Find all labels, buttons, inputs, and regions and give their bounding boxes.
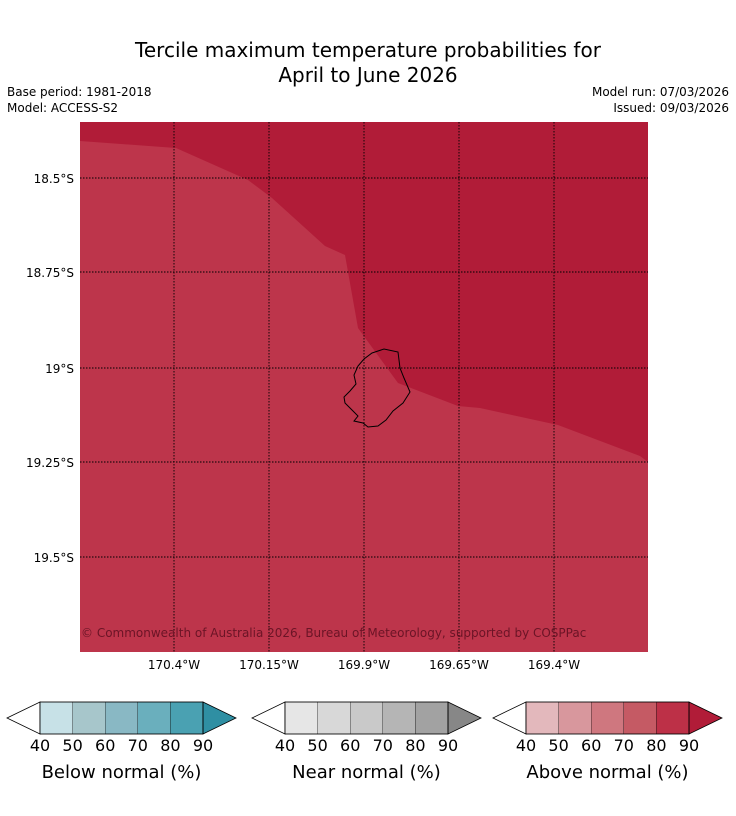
above-normal-color-bin: [591, 701, 624, 735]
near-normal-min-extension: [251, 701, 286, 735]
colorbar-legends: 40 50 60 70 80 90 Below normal (%) 40 50 60 70 80 90…: [6, 701, 723, 783]
copyright-text: © Commonwealth of Australia 2026, Bureau…: [81, 626, 586, 640]
base-period: Base period: 1981-2018: [7, 85, 152, 99]
title-line-1: Tercile maximum temperature probabilitie…: [135, 38, 601, 62]
above-normal-color-bin: [656, 701, 690, 735]
near-normal-tick-label: 90: [438, 736, 458, 755]
lat-label: 19.5°S: [34, 551, 74, 565]
near-normal-tick-label: 60: [340, 736, 360, 755]
below-normal-color-bin: [170, 701, 204, 735]
near-normal-color-bin: [415, 701, 449, 735]
below-normal-colorbar-outline: [39, 701, 204, 735]
longitude-labels: 170.4°W 170.15°W 169.9°W 169.65°W 169.4°…: [148, 658, 580, 672]
model-name: Model: ACCESS-S2: [7, 101, 119, 115]
near-normal-colorbar: 40 50 60 70 80 90 Near normal (%): [251, 701, 482, 783]
near-normal-max-extension: [447, 701, 482, 735]
above-normal-tick-label: 40: [516, 736, 536, 755]
near-normal-colorbar-title: Near normal (%): [292, 762, 441, 783]
below-normal-color-bin: [105, 701, 138, 735]
lon-label: 169.9°W: [338, 658, 390, 672]
below-normal-color-bin: [72, 701, 106, 735]
near-normal-colorbar-outline: [284, 701, 449, 735]
near-normal-tick-label: 40: [275, 736, 295, 755]
meta-left: Base period: 1981-2018 Model: ACCESS-S2: [7, 84, 152, 116]
above-normal-colorbar-outline: [525, 701, 690, 735]
above-normal-tick-label: 50: [548, 736, 568, 755]
below-normal-color-bin: [39, 701, 73, 735]
below-normal-color-bin: [137, 701, 171, 735]
above-normal-color-bin: [623, 701, 657, 735]
above-normal-color-bin: [525, 701, 559, 735]
below-normal-tick-label: 60: [95, 736, 115, 755]
niue-island-coastline: [343, 348, 411, 428]
near-normal-color-bin: [382, 701, 416, 735]
below-normal-tick-label: 90: [193, 736, 213, 755]
model-run: Model run: 07/03/2026: [591, 85, 729, 99]
above-normal-colorbar: 40 50 60 70 80 90 Above normal (%): [492, 701, 723, 783]
above-normal-tick-label: 70: [614, 736, 634, 755]
near-normal-color-bin: [317, 701, 351, 735]
near-normal-color-bin: [284, 701, 318, 735]
lon-label: 170.4°W: [148, 658, 200, 672]
above-normal-tick-label: 80: [646, 736, 666, 755]
issued-date: Issued: 09/03/2026: [613, 101, 729, 115]
gridlines: [80, 122, 648, 652]
lat-label: 19°S: [45, 362, 74, 376]
below-normal-colorbar-title: Below normal (%): [42, 762, 202, 783]
above-normal-min-extension: [492, 701, 527, 735]
near-normal-tick-label: 50: [307, 736, 327, 755]
lon-label: 170.15°W: [239, 658, 299, 672]
lat-label: 18.5°S: [34, 172, 74, 186]
chart-title: Tercile maximum temperature probabilitie…: [0, 38, 736, 88]
above-normal-tick-label: 90: [679, 736, 699, 755]
above-normal-max-extension: [688, 701, 723, 735]
below-normal-tick-label: 80: [160, 736, 180, 755]
near-normal-tick-label: 80: [405, 736, 425, 755]
below-normal-tick-label: 40: [30, 736, 50, 755]
below-normal-colorbar: 40 50 60 70 80 90 Below normal (%): [6, 701, 237, 783]
below-normal-tick-label: 50: [62, 736, 82, 755]
near-normal-color-bin: [350, 701, 383, 735]
above-normal-tick-label: 60: [581, 736, 601, 755]
lat-label: 19.25°S: [26, 456, 74, 470]
above-normal-colorbar-title: Above normal (%): [526, 762, 688, 783]
below-normal-tick-label: 70: [128, 736, 148, 755]
map-panel: © Commonwealth of Australia 2026, Bureau…: [80, 122, 648, 652]
above-normal-color-bin: [558, 701, 592, 735]
meta-right: Model run: 07/03/2026 Issued: 09/03/2026: [592, 84, 729, 116]
lon-label: 169.4°W: [528, 658, 580, 672]
lon-label: 169.65°W: [429, 658, 489, 672]
near-normal-tick-label: 70: [373, 736, 393, 755]
latitude-labels: 18.5°S 18.75°S 19°S 19.25°S 19.5°S: [26, 172, 74, 565]
below-normal-max-extension: [202, 701, 237, 735]
lat-label: 18.75°S: [26, 266, 74, 280]
below-normal-min-extension: [6, 701, 41, 735]
title-line-2: April to June 2026: [278, 63, 458, 87]
